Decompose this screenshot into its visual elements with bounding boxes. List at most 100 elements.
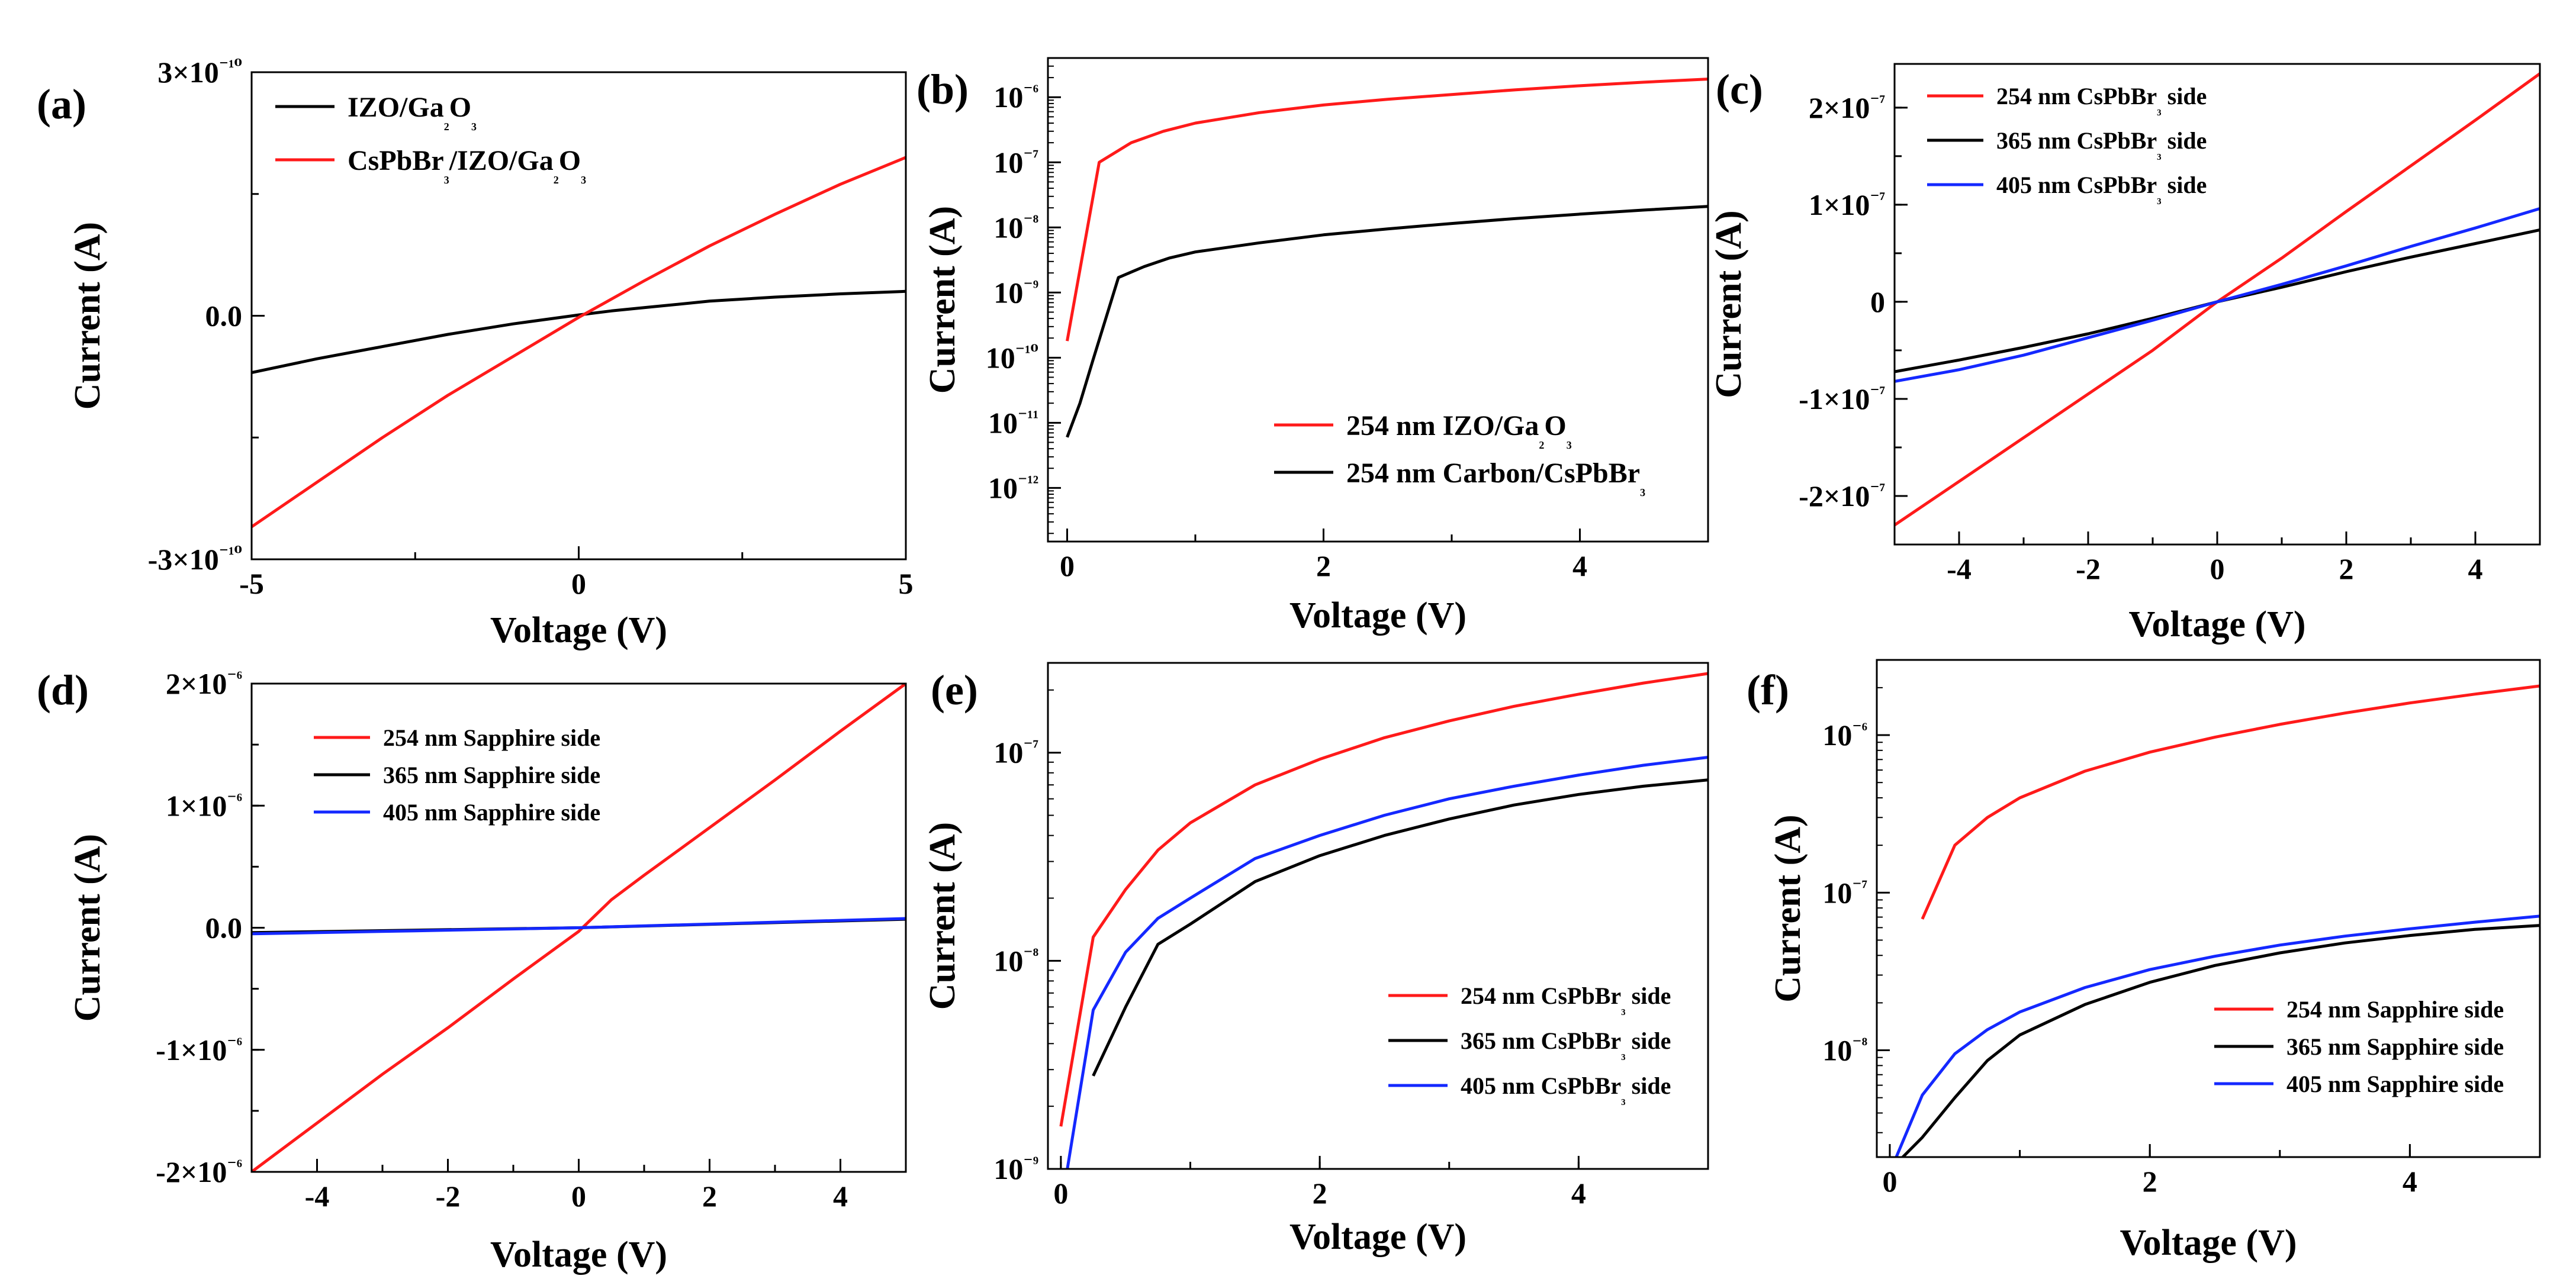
series-line-2 — [1895, 914, 2540, 1157]
x-tick-label: 2 — [1316, 549, 1331, 582]
plot-frame — [1893, 63, 2541, 546]
x-tick-label: 0 — [571, 567, 586, 600]
x-tick-label: 4 — [833, 1180, 848, 1213]
y-tick-label: 10⁻⁹ — [993, 276, 1038, 309]
y-tick-label: 2×10⁻⁷ — [1809, 91, 1885, 124]
x-tick-label: -2 — [2076, 552, 2101, 585]
panel-1: 0 2 4 10⁻⁶ 10⁻⁷ 10⁻⁸ 10⁻⁹ 10⁻¹⁰ 10⁻¹¹ 10⁻¹² Voltag… — [916, 57, 1709, 636]
x-axis-title: Voltage (V) — [2120, 1223, 2297, 1263]
y-tick-label: 3×10⁻¹⁰ — [157, 56, 242, 89]
legend-label: 365 nm CsPbBr₃ side — [1996, 127, 2207, 160]
x-tick-label: 2 — [702, 1180, 717, 1213]
series-line-2 — [252, 917, 906, 936]
x-tick-label: 0 — [2210, 552, 2225, 585]
plot-frame — [1047, 57, 1709, 543]
y-tick-label: 1×10⁻⁷ — [1809, 188, 1885, 221]
panel-3: -4 -2 0 2 4 2×10⁻⁶ 1×10⁻⁶ 0.0 -1×10⁻⁶ -2×10⁻⁶ Volt… — [37, 666, 907, 1275]
x-tick-label: 4 — [2403, 1165, 2417, 1198]
x-axis-title: Voltage (V) — [490, 1235, 667, 1275]
y-tick-label: 10⁻¹⁰ — [986, 341, 1038, 375]
series-line-1 — [252, 156, 906, 529]
legend-label: CsPbBr₃/IZO/Ga₂O₃ — [348, 145, 586, 184]
x-tick-label: 0 — [1053, 1177, 1068, 1210]
x-tick-label: 4 — [1572, 549, 1587, 582]
x-tick-label: 4 — [2468, 552, 2483, 585]
legend-label: 254 nm CsPbBr₃ side — [1461, 982, 1671, 1016]
y-tick-label: 10⁻⁶ — [993, 80, 1038, 114]
x-tick-label: -4 — [305, 1180, 330, 1213]
x-tick-label: 0 — [571, 1180, 586, 1213]
panel-label: (d) — [37, 666, 89, 714]
y-tick-label: -1×10⁻⁷ — [1799, 382, 1885, 415]
y-tick-label: 10⁻⁷ — [993, 146, 1038, 179]
y-tick-label: 0.0 — [205, 299, 243, 333]
series-line-0 — [1921, 684, 2540, 920]
y-axis-title: Current (A) — [922, 822, 963, 1010]
y-tick-label: 10⁻⁶ — [1822, 719, 1867, 752]
legend-label: 365 nm Sapphire side — [383, 762, 600, 788]
panel-label: (e) — [931, 666, 978, 714]
x-tick-label: 2 — [2339, 552, 2354, 585]
series-line-1 — [1066, 205, 1708, 438]
y-axis-title: Current (A) — [1709, 210, 1749, 398]
panel-2: -4 -2 0 2 4 2×10⁻⁷ 1×10⁻⁷ 0 -1×10⁻⁷ -2×10⁻⁷ Voltag… — [1709, 63, 2541, 645]
x-tick-label: 4 — [1571, 1177, 1586, 1210]
series-line-0 — [252, 289, 906, 374]
y-tick-label: 2×10⁻⁶ — [166, 667, 242, 701]
x-tick-label: 0 — [1060, 549, 1075, 582]
y-tick-label: 10⁻⁸ — [993, 944, 1038, 978]
y-tick-label: 10⁻⁸ — [1822, 1033, 1867, 1067]
y-tick-label: 10⁻⁷ — [993, 736, 1038, 769]
x-tick-label: -2 — [436, 1180, 461, 1213]
series-line-0 — [252, 684, 906, 1172]
plot-frame — [1047, 662, 1709, 1170]
legend-label: 405 nm Sapphire side — [383, 799, 600, 826]
y-tick-label: 10⁻¹¹ — [988, 406, 1038, 440]
series-line-1 — [1092, 778, 1708, 1077]
y-tick-label: -2×10⁻⁶ — [156, 1155, 242, 1189]
series-line-1 — [1902, 924, 2540, 1157]
panel-5: 0 2 4 10⁻⁶ 10⁻⁷ 10⁻⁸ Voltage (V) Current (A) (f)… — [1747, 659, 2541, 1263]
y-tick-label: 0 — [1870, 285, 1885, 318]
y-tick-label: -1×10⁻⁶ — [156, 1033, 242, 1067]
y-axis-title: Current (A) — [67, 222, 108, 410]
legend-label: 365 nm Sapphire side — [2286, 1033, 2504, 1060]
legend-label: 405 nm CsPbBr₃ side — [1461, 1072, 1671, 1106]
series-line-0 — [1895, 72, 2540, 527]
panel-label: (f) — [1747, 666, 1789, 714]
y-tick-label: -2×10⁻⁷ — [1799, 479, 1885, 513]
panel-4: 0 2 4 10⁻⁷ 10⁻⁸ 10⁻⁹ Voltage (V) Current (A) (e)… — [922, 662, 1709, 1257]
legend-label: 254 nm Carbon/CsPbBr₃ — [1346, 458, 1645, 497]
series-line-0 — [1066, 78, 1708, 342]
panel-0: -5 0 5 3×10⁻¹⁰ 0.0 -3×10⁻¹⁰ Voltage (V) Current… — [37, 56, 914, 651]
legend-label: 405 nm CsPbBr₃ side — [1996, 172, 2207, 205]
x-tick-label: 5 — [899, 567, 914, 600]
y-tick-label: 10⁻⁹ — [993, 1152, 1038, 1186]
x-axis-title: Voltage (V) — [1289, 1217, 1467, 1257]
y-tick-label: 10⁻⁸ — [993, 211, 1038, 244]
x-axis-title: Voltage (V) — [1289, 595, 1467, 636]
y-axis-title: Current (A) — [67, 834, 108, 1022]
legend-label: 365 nm CsPbBr₃ side — [1461, 1027, 1671, 1061]
series-line-2 — [1066, 756, 1708, 1169]
x-tick-label: 2 — [2143, 1165, 2157, 1198]
x-axis-title: Voltage (V) — [490, 610, 667, 650]
y-tick-label: 0.0 — [205, 911, 243, 945]
panel-label: (a) — [37, 80, 86, 128]
legend-label: 254 nm Sapphire side — [383, 724, 600, 751]
y-axis-title: Current (A) — [1768, 814, 1808, 1002]
x-tick-label: -4 — [1947, 552, 1972, 585]
series-line-2 — [1895, 207, 2540, 383]
y-tick-label: 10⁻¹² — [988, 471, 1038, 505]
legend-label: 405 nm Sapphire side — [2286, 1071, 2504, 1097]
x-tick-label: -5 — [239, 567, 264, 600]
y-tick-label: 1×10⁻⁶ — [166, 789, 242, 823]
y-tick-label: 10⁻⁷ — [1822, 876, 1867, 910]
panel-label: (c) — [1716, 66, 1763, 113]
legend-label: 254 nm IZO/Ga₂O₃ — [1346, 410, 1572, 449]
y-axis-title: Current (A) — [922, 206, 963, 394]
legend-label: IZO/Ga₂O₃ — [348, 92, 477, 131]
x-tick-label: 2 — [1313, 1177, 1327, 1210]
legend-label: 254 nm CsPbBr₃ side — [1996, 83, 2207, 116]
